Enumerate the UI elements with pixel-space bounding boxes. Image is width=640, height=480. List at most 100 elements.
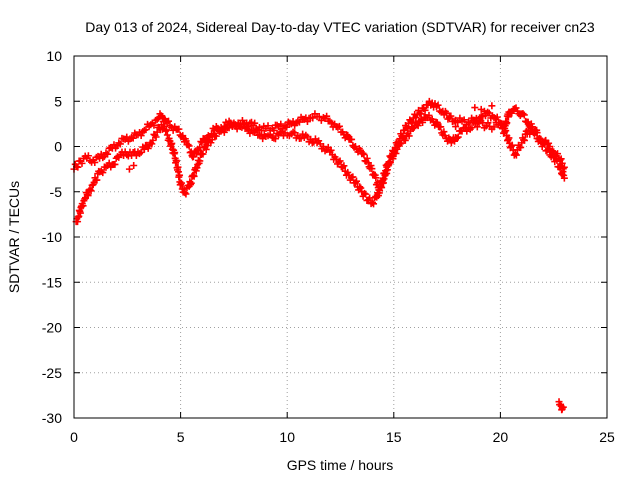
- data-point: [309, 114, 317, 122]
- data-point: [378, 184, 386, 192]
- axis-ticks: [73, 55, 608, 419]
- data-point: [175, 125, 183, 133]
- data-point: [335, 158, 343, 166]
- data-point: [181, 189, 189, 197]
- data-point: [559, 403, 567, 411]
- data-point: [437, 123, 445, 131]
- data-point: [553, 156, 561, 164]
- data-point: [196, 157, 204, 165]
- data-point: [560, 174, 568, 182]
- data-point: [99, 169, 107, 177]
- data-point: [386, 159, 394, 167]
- x-tick-labels: 0 5 10 15 20 25: [70, 429, 615, 445]
- data-point: [130, 162, 138, 170]
- data-point: [327, 146, 335, 154]
- data-point: [370, 200, 378, 208]
- data-point: [368, 199, 376, 207]
- data-point: [517, 143, 525, 151]
- x-tick-label: 25: [599, 429, 615, 445]
- data-point: [376, 182, 384, 190]
- y-tick-label: -10: [42, 229, 62, 245]
- data-point: [512, 104, 520, 112]
- data-point: [93, 176, 101, 184]
- data-point: [414, 122, 422, 130]
- data-point: [140, 145, 148, 153]
- data-point: [161, 122, 169, 130]
- data-point: [520, 136, 528, 144]
- data-point: [425, 111, 433, 119]
- data-point: [177, 181, 185, 189]
- data-point: [315, 113, 323, 121]
- data-point: [493, 113, 501, 121]
- data-point: [557, 163, 565, 171]
- data-point: [150, 121, 158, 129]
- data-point: [271, 135, 279, 143]
- data-point: [239, 120, 247, 128]
- data-point: [392, 149, 400, 157]
- data-point: [84, 192, 92, 200]
- data-point: [283, 123, 291, 131]
- data-point: [501, 128, 509, 136]
- data-point: [351, 179, 359, 187]
- y-axis-label: SDTVAR / TECUs: [6, 181, 22, 293]
- data-point: [531, 130, 539, 138]
- data-point: [447, 112, 455, 120]
- data-point: [344, 131, 352, 139]
- data-point: [162, 127, 170, 135]
- data-point: [142, 126, 150, 134]
- data-point: [440, 128, 448, 136]
- data-point: [512, 151, 520, 159]
- data-point: [190, 172, 198, 180]
- plot-frame: [73, 55, 608, 419]
- data-point: [401, 136, 409, 144]
- data-point: [163, 126, 171, 134]
- data-point: [252, 126, 260, 134]
- y-tick-label: -5: [50, 184, 63, 200]
- data-point: [153, 115, 161, 123]
- data-point: [543, 146, 551, 154]
- data-point: [558, 159, 566, 167]
- data-point: [340, 162, 348, 170]
- data-point: [471, 104, 479, 112]
- data-point: [339, 163, 347, 171]
- data-point: [244, 125, 252, 133]
- data-point: [198, 139, 206, 147]
- data-point: [368, 165, 376, 173]
- data-point: [323, 112, 331, 120]
- data-point: [363, 154, 371, 162]
- data-point: [460, 116, 468, 124]
- series-outlier-cluster: [555, 398, 567, 414]
- data-point: [335, 122, 343, 130]
- x-axis-label: GPS time / hours: [287, 457, 394, 473]
- data-point: [111, 160, 119, 168]
- y-tick-label: 10: [46, 48, 62, 64]
- data-point: [238, 116, 246, 124]
- data-point: [372, 174, 380, 182]
- data-point: [508, 109, 516, 117]
- data-points: [70, 97, 568, 414]
- data-point: [277, 120, 285, 128]
- data-point: [405, 132, 413, 140]
- data-point: [202, 145, 210, 153]
- data-point: [83, 191, 91, 199]
- data-point: [187, 179, 195, 187]
- data-point: [185, 142, 193, 150]
- data-point: [199, 150, 207, 158]
- data-point: [519, 110, 527, 118]
- data-point: [144, 144, 152, 152]
- data-point: [356, 183, 364, 191]
- data-point: [536, 134, 544, 142]
- data-point: [184, 141, 192, 149]
- data-point: [105, 159, 113, 167]
- data-point: [129, 134, 137, 142]
- data-point: [87, 187, 95, 195]
- x-tick-label: 15: [386, 429, 402, 445]
- data-point: [208, 136, 216, 144]
- data-point: [176, 171, 184, 179]
- data-point: [231, 121, 239, 129]
- data-point: [348, 135, 356, 143]
- data-point: [454, 118, 462, 126]
- data-point: [548, 149, 556, 157]
- data-point: [367, 162, 375, 170]
- data-point: [182, 190, 190, 198]
